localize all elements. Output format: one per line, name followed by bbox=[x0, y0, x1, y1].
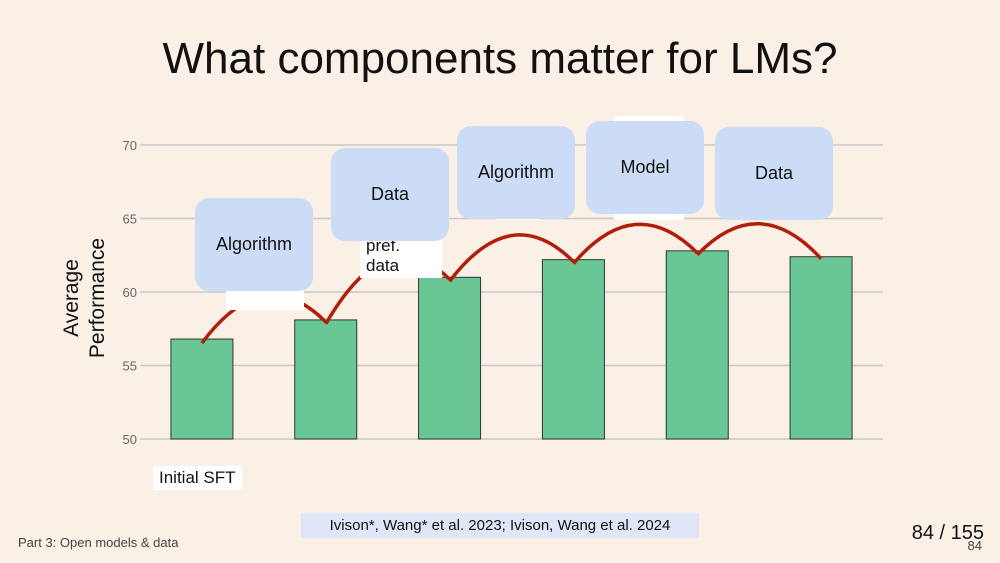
callout-model: Model bbox=[586, 121, 704, 214]
slide-title: What components matter for LMs? bbox=[162, 34, 838, 83]
callout-data-1: Data bbox=[331, 148, 449, 241]
bar-4 bbox=[665, 250, 729, 440]
arc-2 bbox=[448, 233, 575, 283]
y-tick-label: 65 bbox=[123, 212, 137, 227]
arc-3 bbox=[572, 222, 699, 265]
callout-data-2: Data bbox=[715, 127, 833, 220]
bar-0 bbox=[170, 338, 234, 440]
y-tick-label: 55 bbox=[123, 359, 137, 374]
x-category-initial-sft: Initial SFT bbox=[153, 466, 242, 490]
y-axis-label-line2: Performance bbox=[86, 238, 109, 358]
y-tick-label: 50 bbox=[123, 432, 137, 447]
bar-3 bbox=[541, 259, 605, 440]
arc-4 bbox=[695, 222, 823, 260]
y-tick-label: 60 bbox=[123, 285, 137, 300]
footer-section: Part 3: Open models & data bbox=[18, 535, 179, 550]
y-axis-label-line1: Average bbox=[60, 259, 83, 337]
y-tick-label: 70 bbox=[123, 138, 137, 153]
y-axis-ticks: 50 55 60 65 70 bbox=[123, 138, 137, 447]
footer-page-number: 84 bbox=[967, 538, 982, 553]
citation: Ivison*, Wang* et al. 2023; Ivison, Wang… bbox=[301, 513, 699, 538]
chart-bars bbox=[170, 250, 853, 440]
page-counter: 84 / 155 bbox=[911, 522, 984, 544]
bar-1 bbox=[294, 319, 358, 440]
callout-algorithm-2: Algorithm bbox=[457, 126, 575, 219]
callout-algorithm-1: Algorithm bbox=[195, 198, 313, 291]
bar-5 bbox=[789, 256, 853, 440]
partial-label-bg bbox=[226, 288, 304, 310]
bar-2 bbox=[418, 276, 482, 440]
partial-label-pref-data: pref. data bbox=[360, 234, 442, 278]
